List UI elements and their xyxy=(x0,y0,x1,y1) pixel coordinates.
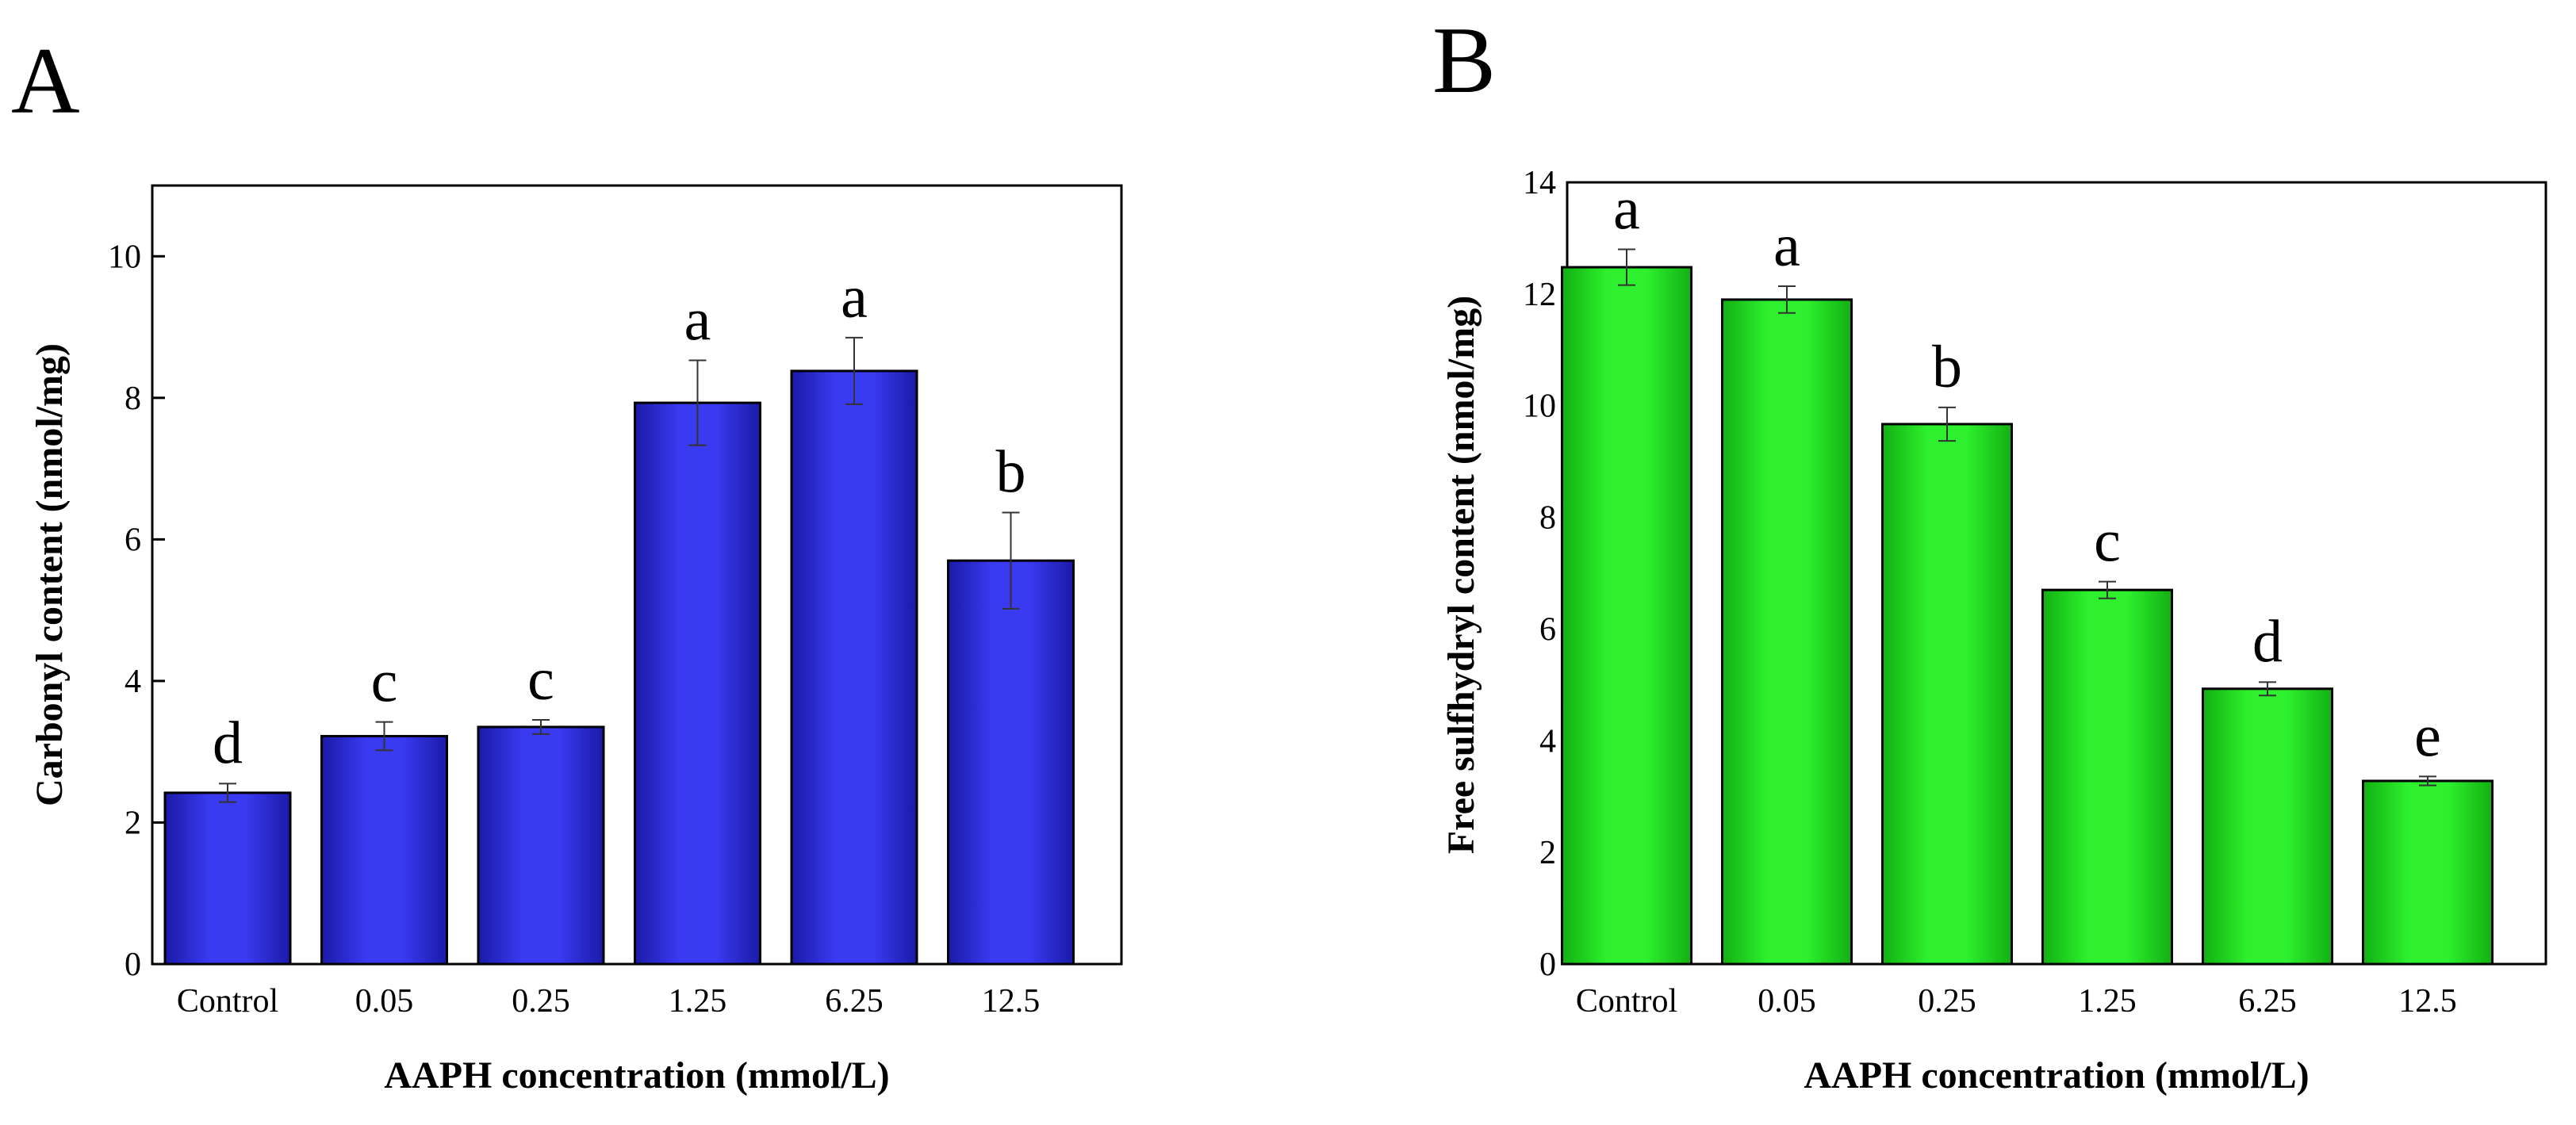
panel-b-y-tick-label: 0 xyxy=(1539,947,1556,983)
panel-a-y-tick-label: 4 xyxy=(125,664,141,700)
panel-b-x-tick-label: 0.25 xyxy=(1918,983,1976,1020)
panel-a-significance-letter: c xyxy=(527,646,554,713)
panel-b-bar xyxy=(2202,687,2333,966)
panel-a-x-tick-label: Control xyxy=(177,983,278,1020)
panel-b-y-axis-title: Free sulfhydryl content (nmol/mg) xyxy=(1440,296,1482,854)
panel-a-y-tick-label: 0 xyxy=(125,947,141,983)
panel-a-y-tick-label: 8 xyxy=(125,381,141,417)
panel-b-bar xyxy=(2362,779,2494,966)
panel-b-x-tick-label: 6.25 xyxy=(2238,983,2297,1020)
panel-b-bars xyxy=(1561,266,2494,966)
panel-b-letter: B xyxy=(1432,7,1496,113)
panel-a-letter: A xyxy=(11,28,80,133)
panel-a-bar xyxy=(163,791,292,966)
panel-b-error-bars xyxy=(1618,248,2436,786)
panel-b-y-tick-label: 4 xyxy=(1539,723,1556,760)
panel-a-x-tick-label: 6.25 xyxy=(825,983,884,1020)
panel-b-chart: B 0 2 4 6 8 10 12 14 Control 0.05 0.25 1.25 6.25 12.… xyxy=(1432,7,2547,1096)
panel-b-bar xyxy=(1881,423,2013,966)
panel-a-bar xyxy=(320,735,448,966)
panel-b-significance-letter: e xyxy=(2414,702,2441,769)
panel-b-y-tick-label: 10 xyxy=(1523,388,1556,425)
panel-a-y-axis-title: Carbonyl content (nmol/mg) xyxy=(29,343,71,806)
panel-a-x-tick-label: 0.05 xyxy=(355,983,414,1020)
panel-b-y-tick-label: 2 xyxy=(1539,835,1556,871)
panel-a-significance-letter: c xyxy=(371,649,398,715)
panel-b-x-axis-title: AAPH concentration (mmol/L) xyxy=(1804,1054,2309,1096)
panel-a-y-axis: 0 2 4 6 8 10 xyxy=(108,239,165,983)
panel-a-bars xyxy=(163,369,1075,966)
panel-a-significance-letter: b xyxy=(996,438,1026,505)
panel-a-x-tick-label: 12.5 xyxy=(982,983,1041,1020)
panel-b-significance-letter: a xyxy=(1773,212,1800,279)
panel-a-bar xyxy=(477,725,605,966)
panel-b-y-tick-label: 14 xyxy=(1523,165,1556,201)
panel-a-y-tick-label: 2 xyxy=(125,805,141,841)
panel-b-significance-letter: a xyxy=(1613,176,1640,243)
panel-b-x-tick-label: 1.25 xyxy=(2078,983,2137,1020)
panel-b-x-tick-label: Control xyxy=(1576,983,1677,1020)
panel-b-significance-letter: c xyxy=(2094,508,2121,575)
panel-a-bar xyxy=(634,401,761,966)
panel-a-bar xyxy=(947,559,1075,966)
panel-a-x-axis-title: AAPH concentration (mmol/L) xyxy=(384,1054,889,1096)
panel-b-x-tick-label: 12.5 xyxy=(2398,983,2457,1020)
panel-b-significance-letters: a a b c d e xyxy=(1613,176,2441,770)
panel-b-y-tick-label: 12 xyxy=(1523,277,1556,313)
panel-b-y-tick-label: 6 xyxy=(1539,611,1556,648)
panel-a-x-tick-label: 1.25 xyxy=(669,983,727,1020)
panel-b-x-tick-label: 0.05 xyxy=(1758,983,1816,1020)
panel-b-y-axis: 0 2 4 6 8 10 12 14 xyxy=(1523,165,1580,983)
panel-a-x-tick-label: 0.25 xyxy=(512,983,570,1020)
panel-a-significance-letter: a xyxy=(684,287,711,354)
panel-a-chart: A 0 2 4 6 8 10 Control 0.05 0.25 1.25 6.25 12.5 d c… xyxy=(11,28,1123,1096)
panel-a-error-bars xyxy=(219,336,1020,803)
panel-a-bar xyxy=(790,369,918,966)
panel-b-y-tick-label: 8 xyxy=(1539,500,1556,537)
panel-a-x-axis: Control 0.05 0.25 1.25 6.25 12.5 xyxy=(177,983,1040,1020)
panel-b-bar xyxy=(1721,298,1853,966)
panel-a-significance-letters: d c c a a b xyxy=(213,264,1026,776)
panel-b-significance-letter: d xyxy=(2252,608,2283,675)
panel-b-bar xyxy=(1561,266,1692,966)
panel-a-significance-letter: a xyxy=(841,264,868,331)
panel-b-significance-letter: b xyxy=(1932,334,1962,400)
panel-b-bar xyxy=(2041,588,2173,966)
panel-a-y-tick-label: 6 xyxy=(125,522,141,558)
panel-b-x-axis: Control 0.05 0.25 1.25 6.25 12.5 xyxy=(1576,983,2457,1020)
panel-a-y-tick-label: 10 xyxy=(108,239,141,275)
panel-a-significance-letter: d xyxy=(213,710,243,776)
